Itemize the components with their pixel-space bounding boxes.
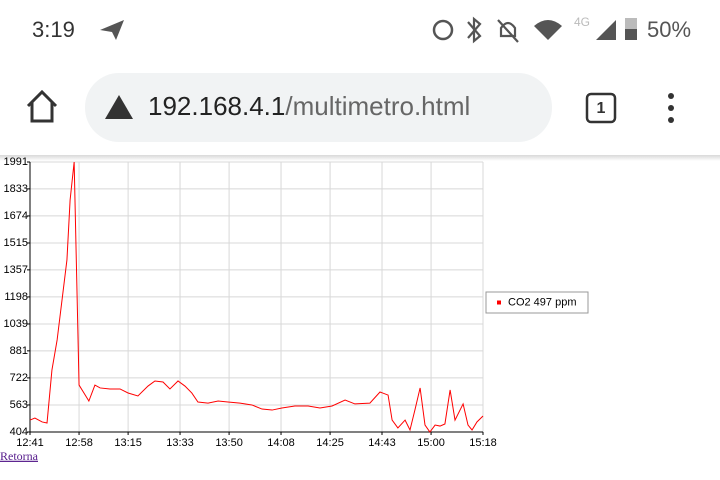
- status-time: 3:19: [32, 17, 75, 42]
- x-tick-label: 15:00: [417, 437, 445, 449]
- battery-level: [625, 29, 637, 40]
- x-tick-label: 12:58: [65, 437, 93, 449]
- menu-dot[interactable]: [668, 93, 674, 99]
- y-tick-label: 1515: [4, 237, 28, 249]
- bluetooth-icon: [467, 16, 482, 44]
- y-tick-label: 1674: [4, 210, 28, 222]
- menu-dot[interactable]: [668, 105, 674, 111]
- y-tick-label: 1833: [4, 183, 28, 195]
- menu-dot[interactable]: [668, 117, 674, 123]
- legend-swatch: [497, 300, 501, 305]
- url-host: 192.168.4.1: [148, 91, 285, 121]
- x-tick-label: 13:15: [114, 437, 142, 449]
- tab-count: 1: [597, 100, 606, 117]
- warning-icon: [105, 95, 133, 119]
- y-tick-label: 1039: [4, 318, 28, 330]
- x-tick-label: 14:43: [368, 437, 396, 449]
- alarm-icon: [432, 19, 454, 41]
- x-tick-label: 13:50: [215, 437, 243, 449]
- y-tick-label: 722: [10, 372, 28, 384]
- chart: 404 563 722 881 1039 1198 1357 1515 1674 1833 1991…: [4, 156, 589, 449]
- toolbar-shadow: [0, 155, 720, 161]
- y-tick-label: 563: [10, 399, 28, 411]
- y-tick-label: 1357: [4, 264, 28, 276]
- x-tick-label: 14:25: [316, 437, 344, 449]
- y-tick-label: 881: [10, 345, 28, 357]
- url: 192.168.4.1/multimetro.html: [148, 91, 470, 121]
- mute-icon: [497, 19, 519, 43]
- y-tick-label: 1991: [4, 156, 28, 168]
- data-line: [29, 161, 484, 433]
- wifi-icon: [534, 20, 562, 40]
- signal-icon: [596, 20, 616, 40]
- x-tick-label: 12:41: [16, 437, 44, 449]
- network-type: 4G: [574, 15, 590, 29]
- battery-text: 50%: [647, 17, 691, 42]
- x-tick-label: 14:08: [267, 437, 295, 449]
- return-link-text: Retorna: [0, 449, 39, 463]
- x-tick-label: 13:33: [166, 437, 194, 449]
- y-tick-label: 1198: [4, 291, 28, 303]
- url-path: /multimetro.html: [285, 91, 470, 121]
- address-bar[interactable]: [85, 73, 552, 142]
- legend-box: [485, 291, 589, 314]
- y-tick-label: 404: [10, 426, 28, 438]
- legend-label: CO2 497 ppm: [508, 296, 576, 308]
- x-tick-label: 15:18: [469, 437, 497, 449]
- telegram-icon: [100, 20, 124, 40]
- home-button[interactable]: [26, 89, 58, 123]
- return-link[interactable]: Retorna: [0, 449, 39, 463]
- tabs-button[interactable]: [585, 92, 617, 124]
